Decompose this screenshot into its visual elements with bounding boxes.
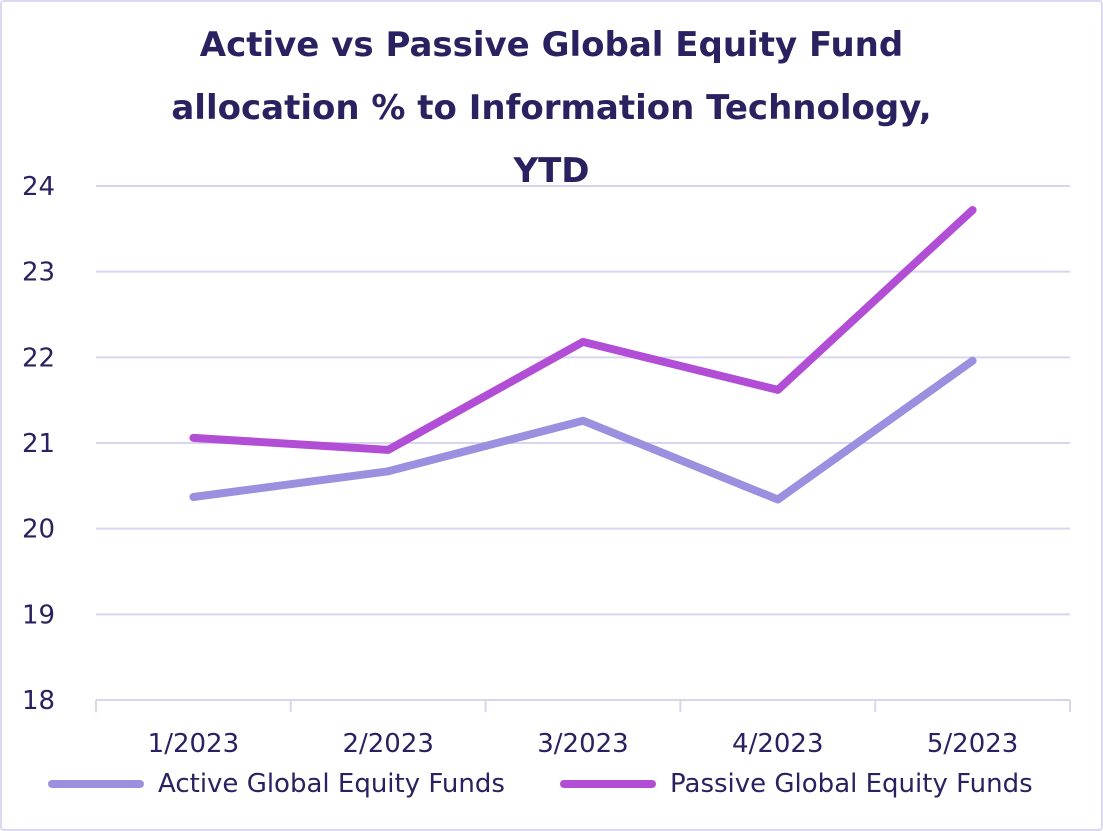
series-line-0 [189, 356, 977, 504]
y-tick-label: 22 [22, 343, 55, 373]
chart-title-line-1: Active vs Passive Global Equity Fund [199, 25, 904, 65]
x-tick-label: 1/2023 [148, 729, 239, 759]
legend-swatch-active [48, 780, 144, 788]
x-tick-label: 2/2023 [342, 729, 433, 759]
gridlines [95, 185, 1071, 712]
legend-item-passive: Passive Global Equity Funds [560, 762, 1033, 806]
legend-label-passive: Passive Global Equity Funds [670, 769, 1033, 799]
legend-item-active: Active Global Equity Funds [48, 762, 505, 806]
legend-label-active: Active Global Equity Funds [158, 769, 505, 799]
chart-title-line-3: YTD [513, 151, 590, 191]
y-tick-label: 18 [22, 686, 55, 716]
x-tick-label: 5/2023 [927, 729, 1018, 759]
x-tick-label: 4/2023 [732, 729, 823, 759]
series-line-1 [189, 206, 977, 454]
y-tick-label: 24 [22, 172, 55, 202]
series-lines [189, 206, 977, 504]
y-axis-tick-labels: 18 19 20 21 22 23 24 [22, 172, 55, 716]
x-axis-tick-labels: 1/2023 2/2023 3/2023 4/2023 5/2023 [148, 729, 1019, 759]
legend-swatch-passive [560, 780, 656, 788]
y-tick-label: 21 [22, 429, 55, 459]
chart-title-line-2: allocation % to Information Technology, [171, 88, 932, 128]
chart-title: Active vs Passive Global Equity Fund all… [0, 14, 1103, 203]
y-tick-label: 20 [22, 515, 55, 545]
y-tick-label: 19 [22, 600, 55, 630]
y-tick-label: 23 [22, 258, 55, 288]
x-tick-label: 3/2023 [537, 729, 628, 759]
chart-legend: Active Global Equity Funds Passive Globa… [0, 762, 1103, 806]
